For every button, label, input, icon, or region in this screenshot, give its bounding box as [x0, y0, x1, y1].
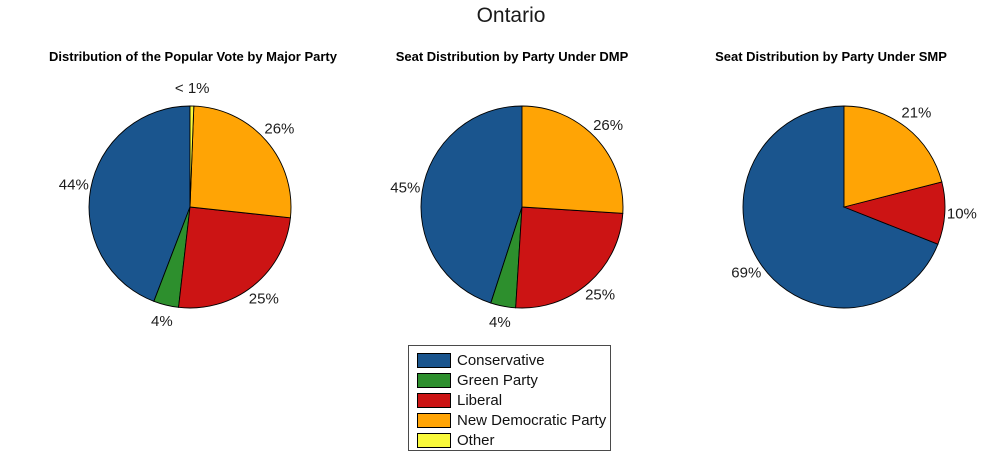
pie-chart-2: 45% 4% 25% 26% — [390, 105, 624, 331]
legend-item-conservative: Conservative — [417, 350, 610, 370]
pie-chart-3: 69% 10% 21% — [731, 105, 977, 309]
conservative-swatch — [417, 352, 451, 368]
ndp-swatch — [417, 412, 451, 428]
pie-percent-label: 4% — [489, 314, 511, 331]
pie-slice-liberal — [178, 206, 291, 309]
legend-label: New Democratic Party — [457, 411, 607, 429]
subplot-title-popular-vote: Distribution of the Popular Vote by Majo… — [49, 49, 337, 64]
pie-slice-conservative — [742, 105, 939, 309]
pie-chart-1: 44% 4% 25% 26% < 1% — [59, 80, 295, 330]
pie-slice-new-democratic-party — [521, 105, 624, 214]
pie-percent-label: 26% — [593, 117, 623, 134]
pie-percent-label: 44% — [59, 176, 89, 193]
pie-percent-label: 69% — [731, 264, 761, 281]
legend-item-other: Other — [417, 430, 610, 450]
pie-slice-conservative — [420, 105, 523, 304]
pie-slice-other — [189, 105, 195, 208]
pie-percent-label: 25% — [585, 287, 615, 304]
pie-percent-label: 26% — [264, 121, 294, 138]
pie-percent-label: 25% — [249, 290, 279, 307]
legend-label: Other — [457, 431, 495, 449]
other-swatch — [417, 432, 451, 448]
pie-slice-liberal — [515, 206, 624, 309]
legend-item-green-party: Green Party — [417, 370, 610, 390]
pie-percent-label: 21% — [901, 105, 931, 122]
figure-title: Ontario — [476, 4, 546, 27]
pie-slice-new-democratic-party — [189, 105, 292, 219]
legend-item-liberal: Liberal — [417, 390, 610, 410]
legend-label: Green Party — [457, 371, 538, 389]
legend-label: Conservative — [457, 351, 545, 369]
subplot-title-dmp-seats: Seat Distribution by Party Under DMP — [395, 49, 629, 64]
legend-box: Conservative Green Party Liberal New Dem… — [408, 345, 611, 451]
pie-percent-label: 10% — [947, 205, 977, 222]
pie-slice-new-democratic-party — [843, 105, 943, 208]
green-party-swatch — [417, 372, 451, 388]
legend-item-ndp: New Democratic Party — [417, 410, 610, 430]
legend-label: Liberal — [457, 391, 503, 409]
pie-percent-label: < 1% — [175, 80, 210, 97]
pie-percent-label: 45% — [390, 179, 420, 196]
pie-percent-label: 4% — [151, 313, 173, 330]
subplot-title-smp-seats: Seat Distribution by Party Under SMP — [715, 49, 947, 64]
pie-slice-conservative — [88, 105, 191, 302]
liberal-swatch — [417, 392, 451, 408]
